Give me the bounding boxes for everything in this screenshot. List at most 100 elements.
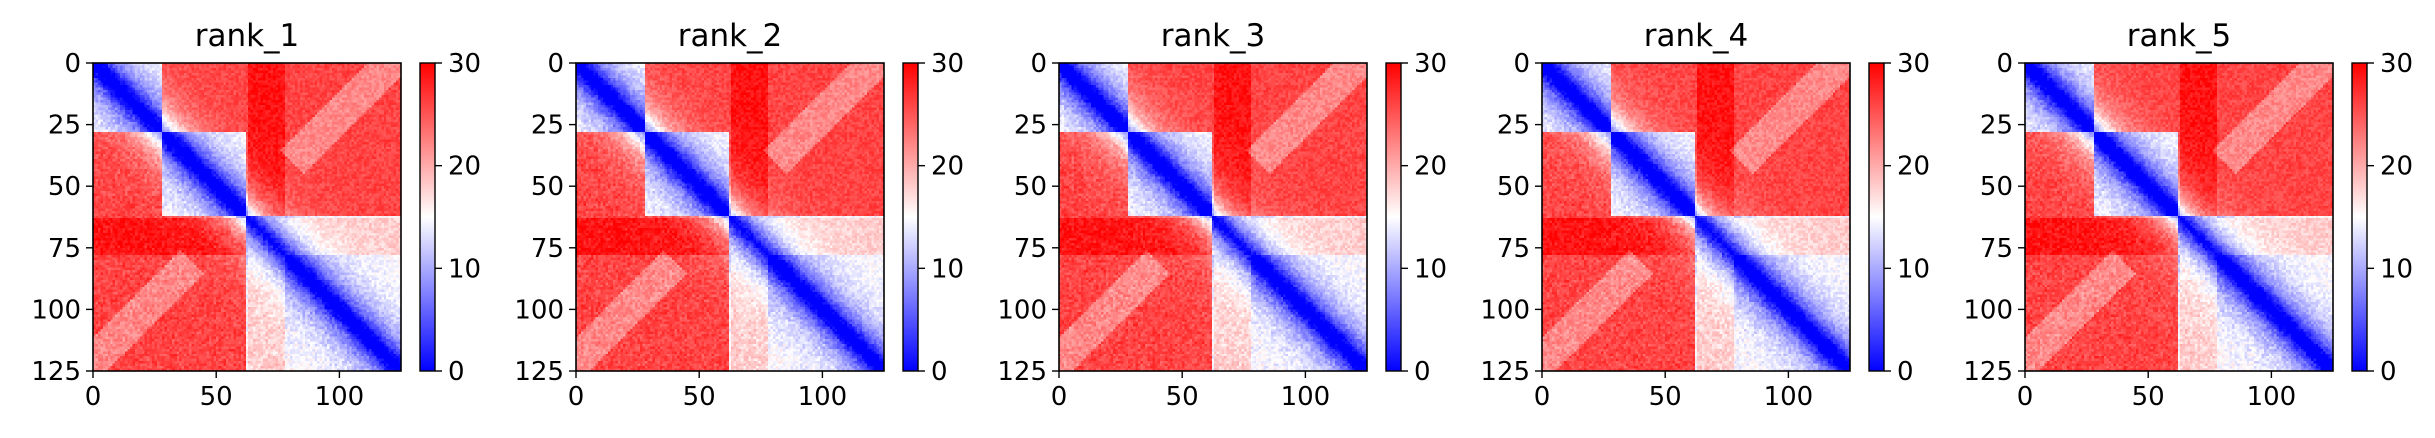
heatmap-cell: [142, 75, 145, 78]
heatmap-cell: [105, 304, 108, 307]
heatmap-cell: [98, 78, 101, 81]
heatmap-cell: [98, 314, 101, 317]
heatmap-cell: [113, 184, 116, 187]
heatmap-cell: [105, 300, 108, 303]
heatmap-cell: [226, 75, 229, 78]
heatmap-cell: [172, 75, 175, 78]
heatmap-cell: [108, 203, 111, 206]
heatmap-cell: [352, 68, 355, 71]
heatmap-cell: [100, 125, 103, 128]
heatmap-cell: [391, 88, 394, 91]
heatmap-cell: [113, 334, 116, 337]
heatmap-cell: [118, 302, 121, 305]
heatmap-cell: [123, 75, 126, 78]
heatmap-cell: [224, 80, 227, 83]
heatmap-cell: [118, 260, 121, 263]
heatmap-cell: [95, 354, 98, 357]
heatmap-cell: [110, 238, 113, 241]
heatmap-cell: [103, 174, 106, 177]
heatmap-cell: [100, 169, 103, 172]
heatmap-cell: [113, 107, 116, 110]
heatmap-cell: [135, 70, 138, 73]
heatmap-cell: [110, 339, 113, 342]
heatmap-cell: [253, 85, 256, 88]
heatmap-cell: [137, 85, 140, 88]
heatmap-cell: [298, 80, 301, 83]
heatmap-cell: [172, 90, 175, 93]
heatmap-cell: [95, 270, 98, 273]
heatmap-cell: [238, 65, 241, 68]
heatmap-cell: [229, 83, 232, 86]
heatmap-cell: [209, 88, 212, 91]
heatmap-cell: [349, 83, 352, 86]
heatmap-cell: [246, 83, 249, 86]
heatmap-cell: [100, 191, 103, 194]
heatmap-cell: [100, 302, 103, 305]
heatmap-cell: [261, 73, 264, 76]
heatmap-cell: [206, 73, 209, 76]
heatmap-cell: [120, 194, 123, 197]
heatmap-cell: [118, 245, 121, 248]
heatmap-cell: [280, 83, 283, 86]
heatmap-cell: [105, 351, 108, 354]
heatmap-cell: [357, 83, 360, 86]
heatmap-cell: [105, 255, 108, 258]
heatmap-cell: [108, 147, 111, 150]
heatmap-cell: [177, 78, 180, 81]
heatmap-cell: [108, 157, 111, 160]
heatmap-cell: [256, 88, 259, 91]
heatmap-cell: [98, 272, 101, 275]
heatmap-cell: [95, 184, 98, 187]
heatmap-cell: [261, 65, 264, 68]
heatmap-cell: [115, 65, 118, 68]
heatmap-cell: [364, 80, 367, 83]
heatmap-cell: [105, 174, 108, 177]
heatmap-cell: [113, 359, 116, 362]
heatmap-cell: [108, 134, 111, 137]
heatmap-cell: [110, 319, 113, 322]
heatmap-cell: [110, 201, 113, 204]
heatmap-cell: [231, 65, 234, 68]
heatmap-cell: [285, 83, 288, 86]
heatmap-cell: [108, 125, 111, 128]
heatmap-cell: [100, 265, 103, 268]
heatmap-cell: [162, 80, 165, 83]
heatmap-cell: [120, 142, 123, 145]
heatmap-cell: [305, 83, 308, 86]
heatmap-cell: [113, 287, 116, 290]
heatmap-cell: [369, 75, 372, 78]
heatmap-cell: [110, 324, 113, 327]
heatmap-cell: [302, 75, 305, 78]
heatmap-cell: [100, 351, 103, 354]
heatmap-cell: [315, 80, 318, 83]
heatmap-cell: [110, 154, 113, 157]
heatmap-cell: [290, 75, 293, 78]
heatmap-cell: [105, 332, 108, 335]
heatmap-cell: [172, 68, 175, 71]
heatmap-cell: [100, 356, 103, 359]
heatmap-cell: [95, 319, 98, 322]
heatmap-cell: [206, 78, 209, 81]
heatmap-cell: [110, 90, 113, 93]
heatmap-cell: [110, 260, 113, 263]
heatmap-cell: [376, 78, 379, 81]
heatmap-cell: [100, 65, 103, 68]
heatmap-cell: [229, 88, 232, 91]
heatmap-cell: [317, 88, 320, 91]
heatmap-cell: [103, 142, 106, 145]
heatmap-cell: [98, 346, 101, 349]
heatmap-cell: [155, 83, 158, 86]
heatmap-cell: [229, 68, 232, 71]
heatmap-cell: [115, 80, 118, 83]
heatmap-cell: [100, 184, 103, 187]
heatmap-cell: [95, 199, 98, 202]
heatmap-cell: [216, 73, 219, 76]
heatmap-cell: [167, 75, 170, 78]
heatmap-cell: [115, 265, 118, 268]
heatmap-cell: [172, 65, 175, 68]
heatmap-cell: [100, 139, 103, 142]
heatmap-cell: [236, 85, 239, 88]
heatmap-cell: [115, 329, 118, 332]
heatmap-cell: [265, 68, 268, 71]
heatmap-cell: [389, 88, 392, 91]
